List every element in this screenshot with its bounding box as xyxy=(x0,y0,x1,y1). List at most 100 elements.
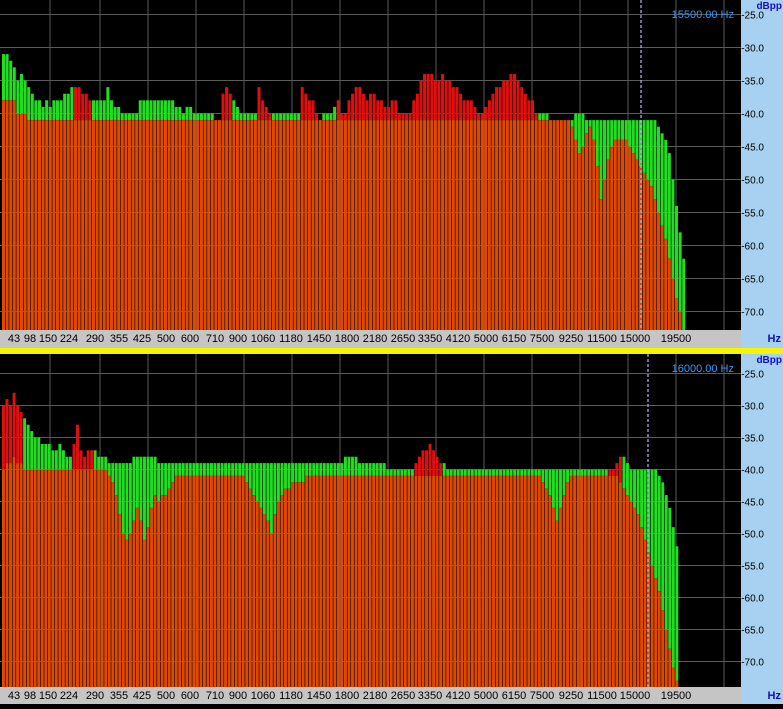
spectrum-bar xyxy=(157,501,161,687)
spectrum-bar-peak xyxy=(559,469,562,508)
spectrum-bar xyxy=(275,120,279,330)
spectrum-bar-peak xyxy=(65,456,69,470)
spectrum-bar xyxy=(583,475,587,687)
spectrum-bar xyxy=(79,469,83,687)
spectrum-bar xyxy=(33,469,37,687)
spectrum-bar-peak xyxy=(293,113,297,121)
spectrum-bar xyxy=(280,495,284,687)
spectrum-chart-top[interactable]: 15500.00 Hz dBpp-25.0 -30.0 -35.0 -40.0 -45.0… xyxy=(0,0,783,348)
spectrum-bar-peak xyxy=(70,87,74,121)
spectrum-bar-peak xyxy=(347,100,351,121)
spectrum-bar-peak xyxy=(365,463,369,476)
spectrum-bar-peak xyxy=(135,456,139,508)
spectrum-bar-peak xyxy=(615,463,619,476)
spectrum-bar-peak xyxy=(538,113,542,121)
spectrum-chart-bottom[interactable]: 16000.00 Hz dBpp -25.0 -30.0 -35.0 -40.0 -45.0… xyxy=(0,354,783,704)
spectrum-bar-peak xyxy=(495,87,499,121)
spectrum-bar-peak xyxy=(594,469,598,476)
x-tick-label: 6150 xyxy=(502,333,526,345)
spectrum-bar xyxy=(502,475,506,687)
x-tick-label: 43 xyxy=(8,333,20,345)
spectrum-bar xyxy=(588,126,592,330)
y-axis-panel xyxy=(741,0,783,330)
x-tick-label: 98 xyxy=(24,333,36,345)
spectrum-bar-peak xyxy=(287,463,291,489)
spectrum-bar xyxy=(27,120,31,330)
spectrum-bar xyxy=(576,475,580,687)
spectrum-bar xyxy=(566,482,570,687)
spectrum-bar xyxy=(442,475,446,687)
spectrum-bar-peak xyxy=(396,469,400,476)
spectrum-bar-peak xyxy=(315,113,319,121)
spectrum-bar xyxy=(394,120,398,330)
spectrum-bar-peak xyxy=(111,463,115,483)
spectrum-bar xyxy=(167,488,171,687)
y-tick-label: -45.0 xyxy=(741,143,764,154)
spectrum-bar-peak xyxy=(375,463,379,476)
spectrum-bar xyxy=(446,475,450,687)
spectrum-bar-peak xyxy=(224,463,228,476)
spectrum-bar-peak xyxy=(667,153,671,259)
spectrum-bar xyxy=(12,456,16,687)
y-tick-label: -40.0 xyxy=(741,110,764,121)
spectrum-bar-peak xyxy=(26,424,30,470)
spectrum-bar xyxy=(469,120,473,330)
spectrum-bar-peak xyxy=(143,456,146,540)
x-tick-label: 11500 xyxy=(587,690,617,702)
x-tick-label: 98 xyxy=(24,690,36,702)
spectrum-bar-peak xyxy=(329,113,333,121)
spectrum-bar-peak xyxy=(530,469,534,476)
x-tick-label: 224 xyxy=(60,333,78,345)
spectrum-bar-peak xyxy=(178,106,182,121)
spectrum-bar xyxy=(9,463,12,687)
x-tick-label: 5000 xyxy=(474,333,498,345)
spectrum-bar-peak xyxy=(502,80,506,121)
spectrum-bar-peak xyxy=(117,106,121,121)
spectrum-bar-peak xyxy=(400,469,404,476)
spectrum-bar-peak xyxy=(30,431,34,470)
spectrum-bar xyxy=(30,469,34,687)
x-tick-label: 1180 xyxy=(279,333,303,345)
spectrum-bar-peak xyxy=(188,463,192,476)
spectrum-bar xyxy=(312,475,316,687)
spectrum-bar xyxy=(492,475,495,687)
spectrum-bar-peak xyxy=(2,405,5,470)
spectrum-bar xyxy=(551,507,555,687)
spectrum-bar xyxy=(84,120,88,330)
panel-divider[interactable] xyxy=(0,348,783,354)
spectrum-bar-peak xyxy=(286,113,290,121)
spectrum-bar-peak xyxy=(408,113,412,121)
spectrum-bar xyxy=(135,120,139,330)
spectrum-bar-peak xyxy=(414,463,418,476)
spectrum-bar xyxy=(599,199,603,330)
spectrum-bar xyxy=(231,475,235,687)
spectrum-bar xyxy=(354,475,358,687)
spectrum-bar xyxy=(65,469,69,687)
spectrum-bar-peak xyxy=(678,232,682,312)
spectrum-bar-peak xyxy=(58,443,62,470)
spectrum-bar-peak xyxy=(264,106,268,121)
spectrum-bar-peak xyxy=(441,73,445,121)
spectrum-bar xyxy=(577,153,581,330)
spectrum-bar xyxy=(650,565,654,687)
spectrum-bar-peak xyxy=(217,463,220,476)
spectrum-bar-peak xyxy=(470,469,474,476)
spectrum-bar xyxy=(30,120,34,330)
spectrum-bar-peak xyxy=(145,100,149,121)
spectrum-bar xyxy=(224,475,228,687)
spectrum-bar-peak xyxy=(577,113,581,154)
spectrum-bar-peak xyxy=(100,456,104,470)
spectrum-bar-peak xyxy=(621,120,625,140)
spectrum-bar-peak xyxy=(606,120,610,160)
spectrum-bar xyxy=(111,482,115,687)
spectrum-bar xyxy=(358,120,362,330)
spectrum-bar xyxy=(642,172,646,330)
x-tick-label: 500 xyxy=(157,690,175,702)
spectrum-bar xyxy=(606,159,610,330)
spectrum-bar-peak xyxy=(477,469,481,476)
spectrum-bar-peak xyxy=(311,100,315,121)
spectrum-bar xyxy=(419,120,423,330)
spectrum-bar-peak xyxy=(135,113,139,121)
spectrum-bar xyxy=(361,475,365,687)
